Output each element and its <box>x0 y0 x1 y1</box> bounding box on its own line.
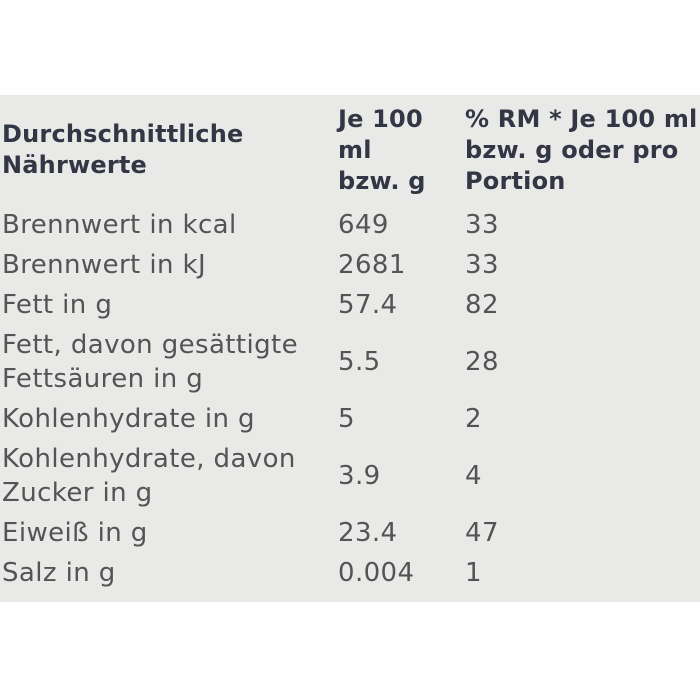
nutrition-table-body: Brennwert in kcal 649 33 Brennwert in kJ… <box>0 205 700 593</box>
row-value-per100: 3.9 <box>338 461 381 491</box>
row-label: Fett in g <box>2 290 113 320</box>
row-value-per100: 57.4 <box>338 290 398 320</box>
header-cell-rm-percent: % RM * Je 100 ml bzw. g oder pro Portion <box>465 104 698 195</box>
header-row: Durchschnittliche Nährwerte Je 100 ml bz… <box>0 95 700 205</box>
nutrition-table-header: Durchschnittliche Nährwerte Je 100 ml bz… <box>0 95 700 205</box>
row-label: Fett, davon gesättigte Fettsäuren in g <box>2 330 299 394</box>
header-cell-nutrients: Durchschnittliche Nährwerte <box>2 120 244 179</box>
row-label: Brennwert in kcal <box>2 210 237 240</box>
row-label: Salz in g <box>2 558 116 588</box>
row-value-per100: 0.004 <box>338 558 415 588</box>
row-value-rm: 47 <box>465 518 499 548</box>
row-value-rm: 33 <box>465 250 499 280</box>
row-label: Brennwert in kJ <box>2 250 207 280</box>
table-row: Kohlenhydrate, davon Zucker in g 3.9 4 <box>0 439 700 513</box>
row-value-rm: 4 <box>465 461 482 491</box>
row-label: Kohlenhydrate, davon Zucker in g <box>2 444 296 508</box>
table-row: Fett, davon gesättigte Fettsäuren in g 5… <box>0 325 700 399</box>
row-value-per100: 5 <box>338 404 355 434</box>
row-value-per100: 5.5 <box>338 347 381 377</box>
row-value-rm: 1 <box>465 558 482 588</box>
row-value-per100: 2681 <box>338 250 406 280</box>
header-cell-per-100: Je 100 ml bzw. g <box>338 104 426 195</box>
row-value-per100: 23.4 <box>338 518 398 548</box>
row-value-per100: 649 <box>338 210 389 240</box>
row-value-rm: 33 <box>465 210 499 240</box>
row-value-rm: 2 <box>465 404 482 434</box>
table-row: Kohlenhydrate in g 5 2 <box>0 399 700 439</box>
row-label: Eiweiß in g <box>2 518 148 548</box>
table-row: Fett in g 57.4 82 <box>0 285 700 325</box>
nutrition-table: Durchschnittliche Nährwerte Je 100 ml bz… <box>0 95 700 593</box>
table-row: Salz in g 0.004 1 <box>0 553 700 593</box>
table-row: Brennwert in kJ 2681 33 <box>0 245 700 285</box>
row-label: Kohlenhydrate in g <box>2 404 255 434</box>
nutrition-table-block: Durchschnittliche Nährwerte Je 100 ml bz… <box>0 95 700 602</box>
row-value-rm: 82 <box>465 290 499 320</box>
row-value-rm: 28 <box>465 347 499 377</box>
table-row: Eiweiß in g 23.4 47 <box>0 513 700 553</box>
table-row: Brennwert in kcal 649 33 <box>0 205 700 245</box>
